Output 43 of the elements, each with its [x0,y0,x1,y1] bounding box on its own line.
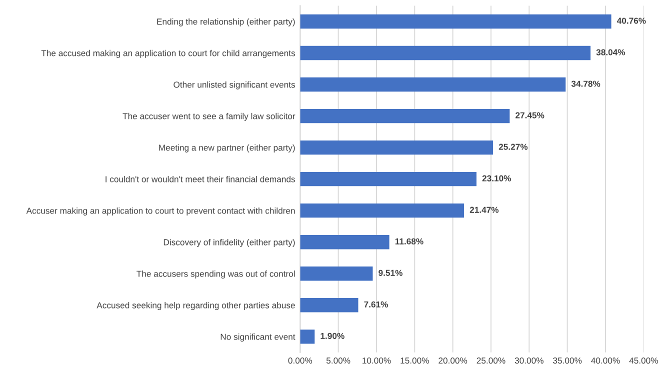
y-tick-label: Accused seeking help regarding other parties abuse [96,302,295,310]
bar [300,140,494,155]
bar [300,108,510,124]
bar [300,235,390,250]
bar [300,298,358,312]
data-label: 11.68% [395,238,424,244]
y-tick-label: Accuser making an application to court to prevent contact with children [26,207,295,216]
y-tick-label: Ending the relationship (either party) [157,18,295,26]
x-tick-label: 45.00% [629,358,658,364]
data-label: 21.47% [470,206,499,213]
data-label: 38.04% [596,49,626,56]
y-tick-label: The accused making an application to court for child arrangements [41,50,295,58]
y-tick-label: Meeting a new partner (either party) [159,144,295,152]
x-tick-label: 5.00% [326,358,350,364]
x-tick-label: 35.00% [553,358,582,364]
x-tick-label: 0.00% [288,358,312,364]
y-tick-label: I couldn't or wouldn't meet their financial demands [106,176,295,182]
y-tick-label: No significant event [220,334,296,342]
data-label: 1.90% [320,332,344,339]
data-label: 34.78% [571,80,600,87]
y-tick-label: Discovery of infidelity (either party) [164,238,295,248]
y-tick-label: The accusers spending was out of control [136,270,295,279]
data-label: 23.10% [482,175,512,182]
bar [300,172,476,186]
bar [300,77,566,92]
data-label: 40.76% [616,18,646,24]
x-tick-label: 40.00% [591,358,620,364]
x-tick-label: 10.00% [362,358,391,364]
y-tick-label: The accuser went to see a family law solicitor [122,112,296,121]
x-tick-label: 25.00% [476,358,506,364]
data-label: 25.27% [498,144,528,150]
data-label: 27.45% [516,112,544,118]
bar [300,266,373,281]
x-tick-label: 30.00% [514,358,544,364]
x-tick-label: 15.00% [400,358,429,364]
data-label: 7.61% [364,301,388,308]
bar [300,14,612,29]
y-tick-label: Other unlisted significant events [174,81,295,90]
data-label: 9.51% [378,270,402,276]
bar [300,330,315,344]
bar [300,203,464,218]
x-tick-label: 20.00% [438,358,468,364]
bar [300,46,591,60]
